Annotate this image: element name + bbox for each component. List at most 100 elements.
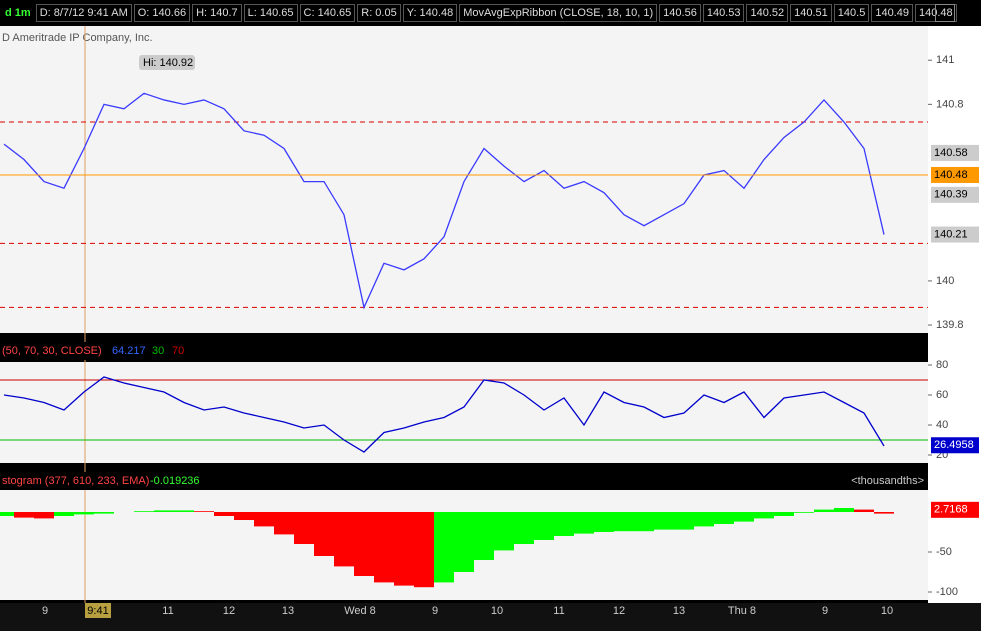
- panel-bg: [0, 362, 928, 463]
- hist-bar: [94, 512, 114, 514]
- x-tick-label: 10: [491, 605, 503, 617]
- hist-bar: [634, 512, 654, 532]
- close-field: C: 140.65: [299, 4, 356, 22]
- hist-bar: [534, 512, 554, 540]
- hist-bar: [854, 509, 874, 512]
- study-value: 64.217: [112, 345, 146, 357]
- x-tick-label: 9:41: [87, 605, 108, 617]
- y-tick-label: -50: [936, 546, 952, 558]
- y-field: Y: 140.48: [402, 4, 458, 22]
- low-field: L: 140.65: [243, 4, 298, 22]
- level-label: 70: [172, 345, 184, 357]
- y-tick-label: 140: [936, 275, 954, 287]
- hist-bar: [834, 508, 854, 512]
- ribbon-value: 140.49: [871, 4, 913, 22]
- price-tag: 140.48: [934, 169, 968, 181]
- hist-bar: [554, 512, 574, 536]
- hist-bar: [254, 512, 274, 527]
- hist-bar: [514, 512, 534, 544]
- price-tag-bg: [931, 226, 979, 243]
- ribbon-value: 140.5: [833, 4, 870, 22]
- x-axis-bg: [0, 603, 981, 631]
- y-tick-label: 60: [936, 389, 948, 401]
- study-label: (50, 70, 30, CLOSE): [2, 345, 102, 357]
- y-tick-label: 141: [936, 54, 954, 66]
- hist-bar: [594, 512, 614, 532]
- hist-bar: [614, 512, 634, 532]
- level-label: 30: [152, 345, 164, 357]
- hist-bar: [214, 512, 234, 516]
- date-field: D: 8/7/12 9:41 AM: [35, 4, 132, 22]
- hist-bar: [374, 512, 394, 583]
- price-tag: 140.39: [934, 189, 968, 201]
- chart-icon[interactable]: [935, 4, 955, 22]
- hist-bar: [54, 512, 74, 516]
- cursor-label-bg: [85, 603, 111, 618]
- study-header: [0, 472, 928, 490]
- hist-bar: [874, 512, 894, 514]
- hist-bar: [394, 512, 414, 586]
- ribbon-value: 140.52: [746, 4, 789, 22]
- y-tick-label: 139.8: [936, 319, 964, 331]
- hist-bar: [454, 512, 474, 572]
- y-tick-label: 40: [936, 419, 948, 431]
- hist-bar: [194, 511, 214, 512]
- study-label: stogram (377, 610, 233, EMA): [2, 475, 149, 487]
- price-tag-bg: [931, 144, 979, 161]
- range-field: R: 0.05: [357, 4, 401, 22]
- hist-bar: [694, 512, 714, 527]
- hist-bar: [354, 512, 374, 576]
- x-tick-label: 11: [553, 605, 564, 617]
- timeframe[interactable]: d 1m: [5, 7, 31, 19]
- hist-bar: [814, 509, 834, 512]
- hist-bar: [74, 512, 94, 515]
- x-tick-label: 13: [673, 605, 685, 617]
- hist-bar: [494, 512, 514, 551]
- x-tick-label: 12: [223, 605, 235, 617]
- chart: D Ameritrade IP Company, Inc. 141 140.8 140…: [0, 26, 981, 631]
- hist-bar: [294, 512, 314, 544]
- study-units: <thousandths>: [851, 475, 924, 487]
- study-header: [0, 342, 928, 360]
- hist-bar: [414, 512, 434, 588]
- ribbon-value: 140.51: [790, 4, 832, 22]
- hist-bar: [234, 512, 254, 520]
- y-tick-label: -100: [936, 586, 958, 598]
- study-field: MovAvgExpRibbon (CLOSE, 18, 10, 1): [459, 4, 658, 22]
- hist-bar: [574, 512, 594, 534]
- hist-bar: [794, 512, 814, 513]
- hist-bar: [274, 512, 294, 535]
- price-tag: 140.58: [934, 147, 968, 159]
- price-tag-bg: [931, 186, 979, 203]
- x-tick-label: 9: [42, 605, 48, 617]
- hist-bar: [174, 510, 194, 512]
- series-line: [3, 376, 885, 453]
- hist-bar: [714, 512, 734, 524]
- ribbon-value: 140.53: [702, 4, 745, 22]
- y-tick-label: 80: [936, 359, 948, 371]
- hist-bar: [0, 512, 14, 516]
- annotation-bg: [139, 55, 195, 70]
- x-tick-label: 13: [282, 605, 294, 617]
- hist-bar: [474, 512, 494, 560]
- study-value: -0.019236: [150, 475, 200, 487]
- x-tick-label: 11: [162, 605, 173, 617]
- ribbon-value: 140.56: [659, 4, 701, 22]
- annotation: Hi: 140.92: [143, 57, 193, 69]
- price-tag: 140.21: [934, 228, 968, 240]
- header-bar: d 1m D: 8/7/12 9:41 AM O: 140.66 H: 140.…: [0, 0, 981, 26]
- price-tag-bg: [931, 501, 979, 518]
- hist-bar: [754, 512, 774, 519]
- series-line: [3, 92, 885, 310]
- x-tick-label: 12: [613, 605, 625, 617]
- price-tag: 2.7168: [934, 504, 968, 516]
- hist-bar: [654, 512, 674, 530]
- x-tick-label: Thu 8: [728, 605, 756, 617]
- panel-bg: [0, 26, 928, 333]
- price-tag-bg: [931, 166, 979, 183]
- hist-bar: [334, 512, 354, 567]
- hist-bar: [34, 512, 54, 519]
- x-tick-label: 9: [432, 605, 438, 617]
- x-tick-label: 9: [822, 605, 828, 617]
- open-field: O: 140.66: [133, 4, 191, 22]
